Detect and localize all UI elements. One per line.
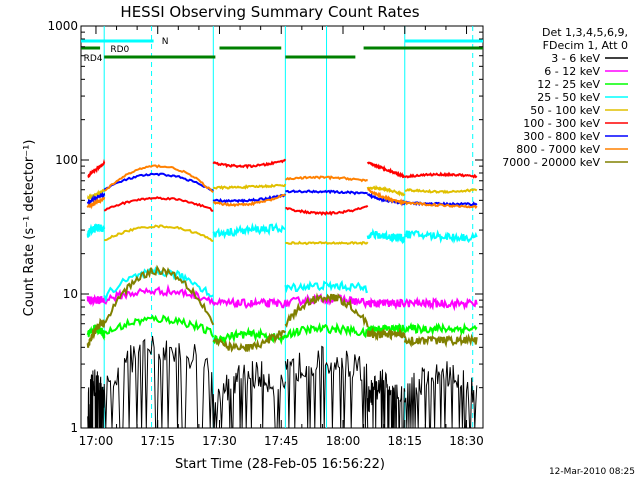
series-segment <box>212 183 287 191</box>
series-segment <box>404 361 478 429</box>
series-segment <box>104 224 214 242</box>
legend-label: 100 - 300 keV <box>523 117 600 130</box>
legend-label: 7000 - 20000 keV <box>502 156 600 169</box>
flag-label-n: N <box>162 37 169 47</box>
series-segment <box>284 240 369 246</box>
legend-label: 50 - 100 keV <box>530 104 600 117</box>
series-segment <box>366 227 406 245</box>
series-25-50kev <box>86 222 478 303</box>
legend-label: 25 - 50 keV <box>537 91 600 104</box>
plot-area: N RD0 RD4 <box>80 25 484 429</box>
series-segment <box>212 326 287 346</box>
legend-header: Det 1,3,4,5,6,9, <box>542 26 628 39</box>
x-axis: 17:00 17:15 17:30 17:45 18:00 18:15 18:30 <box>79 26 484 448</box>
x-tick-label: 18:15 <box>387 434 422 448</box>
series-segment <box>284 279 368 294</box>
plot-frame <box>80 25 484 429</box>
y-axis-label: Count Rate (s⁻¹ detector⁻¹) <box>22 140 37 317</box>
series-segment <box>86 196 106 210</box>
flag-label-rd4: RD4 <box>84 54 103 64</box>
legend-label: 800 - 7000 keV <box>516 143 600 156</box>
series-segment <box>284 321 369 339</box>
x-axis-label: Start Time (28-Feb-05 16:56:22) <box>175 457 385 472</box>
series-6-12kev <box>86 283 478 312</box>
series-segment <box>367 187 406 206</box>
series-segment <box>103 314 215 338</box>
series-segment <box>103 172 214 192</box>
series-12-25kev <box>86 314 478 346</box>
series-100-300kev <box>87 158 478 216</box>
series-segment <box>212 330 287 353</box>
series-segment <box>285 189 368 196</box>
y-tick-label: 1 <box>70 421 78 435</box>
series-segment <box>103 264 215 326</box>
series-segment <box>366 296 406 311</box>
series-segment <box>284 292 369 328</box>
chart-title: HESSI Observing Summary Count Rates <box>120 3 419 21</box>
series-segment <box>366 161 406 179</box>
series-segment <box>212 193 286 208</box>
series-segment <box>86 293 106 308</box>
y-tick-label: 10 <box>63 287 78 301</box>
series-segment <box>212 222 286 240</box>
series-50-100kev <box>87 183 478 246</box>
series-segment <box>404 200 478 209</box>
x-tick-label: 17:00 <box>79 434 114 448</box>
series-segment <box>366 184 406 197</box>
x-tick-label: 18:00 <box>326 434 361 448</box>
series-segment <box>87 188 106 203</box>
series-segment <box>103 335 214 429</box>
series-segment <box>284 345 369 429</box>
legend-label: 6 - 12 keV <box>544 65 600 78</box>
x-tick-label: 17:30 <box>202 434 237 448</box>
y-tick-label: 100 <box>55 153 78 167</box>
y-axis: 1 10 100 1000 <box>47 19 483 435</box>
flag-bars: N RD0 RD4 <box>81 37 483 64</box>
series-segment <box>404 188 478 195</box>
series-segment <box>87 369 105 429</box>
series-segment <box>86 223 106 238</box>
series-segment <box>284 175 368 183</box>
legend-label: 3 - 6 keV <box>551 52 600 65</box>
x-tick-label: 17:45 <box>264 434 299 448</box>
series-segment <box>212 296 287 310</box>
series-segment <box>86 317 106 348</box>
series-segment <box>403 229 478 244</box>
series-segment <box>366 326 406 342</box>
legend-label: 12 - 25 keV <box>537 78 600 91</box>
series-lines <box>86 158 478 429</box>
legend-label: 300 - 800 keV <box>523 130 600 143</box>
x-tick-label: 18:30 <box>449 434 484 448</box>
legend-header: FDecim 1, Att 0 <box>543 39 628 52</box>
series-segment <box>403 296 478 312</box>
series-segment <box>86 191 106 207</box>
legend: Det 1,3,4,5,6,9,FDecim 1, Att 03 - 6 keV… <box>502 26 628 169</box>
x-tick-label: 17:15 <box>140 434 175 448</box>
vertical-markers <box>103 26 474 428</box>
series-segment <box>103 164 214 193</box>
series-segment <box>212 361 286 429</box>
series-7000-20000kev <box>86 264 478 353</box>
series-segment <box>87 158 106 179</box>
series-segment <box>404 322 478 337</box>
y-tick-label: 1000 <box>47 19 78 33</box>
series-3-6kev <box>87 335 478 429</box>
series-segment <box>212 193 287 204</box>
flag-label-rd0: RD0 <box>110 45 129 55</box>
series-300-800kev <box>86 172 478 207</box>
timestamp: 12-Mar-2010 08:25 <box>549 467 635 477</box>
series-segment <box>103 196 214 212</box>
series-800-7000kev <box>86 164 478 210</box>
series-segment <box>212 158 287 170</box>
series-segment <box>367 369 406 429</box>
series-segment <box>285 204 369 216</box>
series-segment <box>403 333 478 349</box>
series-segment <box>404 171 478 179</box>
series-segment <box>103 266 214 303</box>
